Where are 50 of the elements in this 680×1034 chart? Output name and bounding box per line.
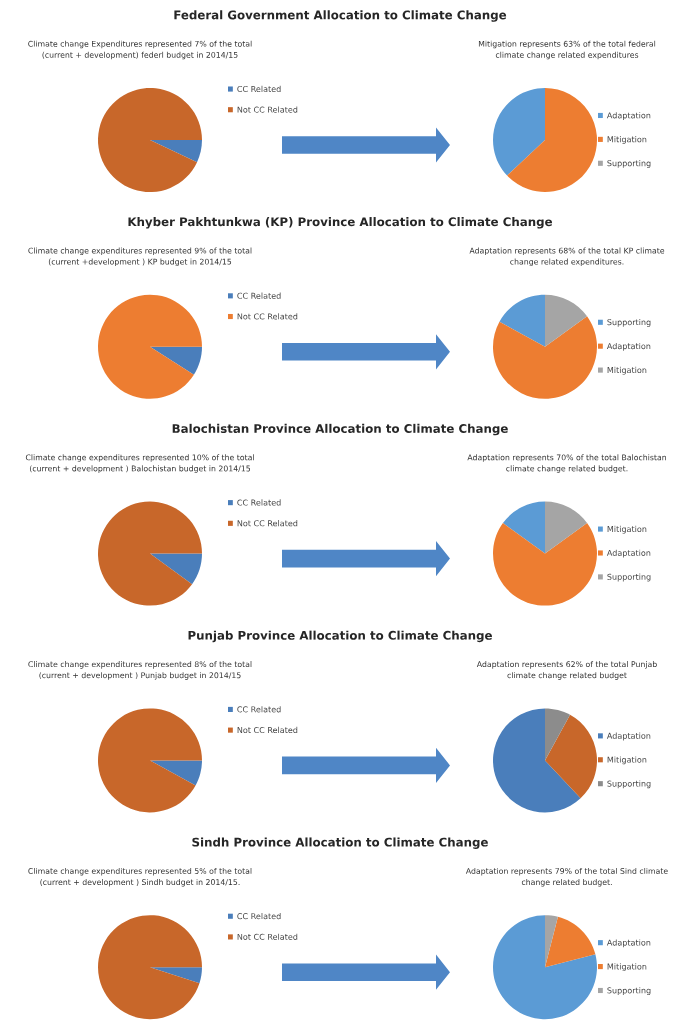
legend-label: Supporting <box>607 573 651 582</box>
pie-slice <box>502 501 545 554</box>
pie-slice <box>499 294 545 347</box>
pie-slice <box>98 708 202 813</box>
legend-label: Adaptation <box>606 342 651 351</box>
legend-label: CC Related <box>237 499 281 506</box>
legend-label: Not CC Related <box>237 313 298 320</box>
legend-label: CC Related <box>237 85 281 92</box>
text: Sindh Province Allocation to Climate Change <box>192 837 488 849</box>
legend-label: Not CC Related <box>237 933 298 940</box>
legend-label: Mitigation <box>607 963 647 972</box>
legend-label: CC Related <box>237 292 281 299</box>
legend-label: Mitigation <box>607 366 647 375</box>
pie-slice <box>493 915 597 1020</box>
legend-label: Adaptation <box>606 549 651 558</box>
text: Punjab Province Allocation to Climate Change <box>188 630 492 643</box>
pie-slice <box>98 915 202 1020</box>
legend-label: Supporting <box>607 160 651 168</box>
pie-slice <box>150 346 202 375</box>
pie-slice <box>545 294 588 347</box>
legend-label: Supporting <box>607 318 651 327</box>
pie-slice <box>150 967 202 984</box>
legend-label: Adaptation <box>606 939 651 948</box>
pie-slice <box>98 88 202 192</box>
legend-label: Mitigation <box>607 756 647 765</box>
text: Federal Government Allocation to Climate Change <box>174 10 507 22</box>
legend-label: Not CC Related <box>237 520 298 527</box>
legend-label: Mitigation <box>607 136 647 144</box>
legend-label: Supporting <box>607 780 651 789</box>
legend-label: Supporting <box>607 987 651 996</box>
pie-slice <box>98 294 202 399</box>
pie-slice <box>150 140 202 163</box>
legend-label: Adaptation <box>606 732 651 741</box>
legend-label: Mitigation <box>607 525 647 534</box>
pie-slice <box>493 708 581 813</box>
pie-slice <box>98 501 202 606</box>
pie-slice <box>545 501 588 554</box>
pie-slice <box>150 760 202 786</box>
pie-slice <box>545 708 571 761</box>
legend-label: Not CC Related <box>237 726 298 734</box>
legend-label: Not CC Related <box>237 106 298 113</box>
pie-slice <box>493 88 545 176</box>
legend-label: Adaptation <box>606 112 651 120</box>
text: Khyber Pakhtunkwa (KP) Province Allocation to Climate Change <box>128 217 553 229</box>
pie-slice <box>150 553 202 585</box>
text: Balochistan Province Allocation to Climate Change <box>172 423 508 436</box>
legend-label: CC Related <box>237 706 281 713</box>
legend-label: CC Related <box>237 912 281 920</box>
pie-slice <box>545 915 558 968</box>
pie-slice <box>545 916 596 968</box>
